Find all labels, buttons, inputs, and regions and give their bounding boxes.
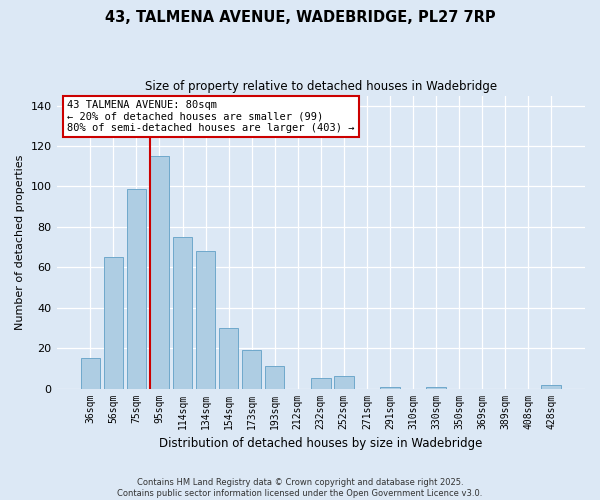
Bar (173, 237, 193, 388)
Bar (541, 384, 561, 388)
Bar (334, 376, 353, 388)
X-axis label: Distribution of detached houses by size in Wadebridge: Distribution of detached houses by size … (159, 437, 482, 450)
Text: 43, TALMENA AVENUE, WADEBRIDGE, PL27 7RP: 43, TALMENA AVENUE, WADEBRIDGE, PL27 7RP (104, 10, 496, 25)
Y-axis label: Number of detached properties: Number of detached properties (15, 154, 25, 330)
Bar (127, 188, 146, 388)
Bar (219, 328, 238, 388)
Text: Contains HM Land Registry data © Crown copyright and database right 2025.
Contai: Contains HM Land Registry data © Crown c… (118, 478, 482, 498)
Bar (149, 156, 169, 388)
Bar (80, 358, 100, 388)
Bar (265, 366, 284, 388)
Bar (311, 378, 331, 388)
Bar (104, 257, 123, 388)
Bar (426, 386, 446, 388)
Bar (196, 251, 215, 388)
Text: 43 TALMENA AVENUE: 80sqm
← 20% of detached houses are smaller (99)
80% of semi-d: 43 TALMENA AVENUE: 80sqm ← 20% of detach… (67, 100, 355, 133)
Bar (242, 350, 262, 389)
Bar (380, 386, 400, 388)
Title: Size of property relative to detached houses in Wadebridge: Size of property relative to detached ho… (145, 80, 497, 93)
